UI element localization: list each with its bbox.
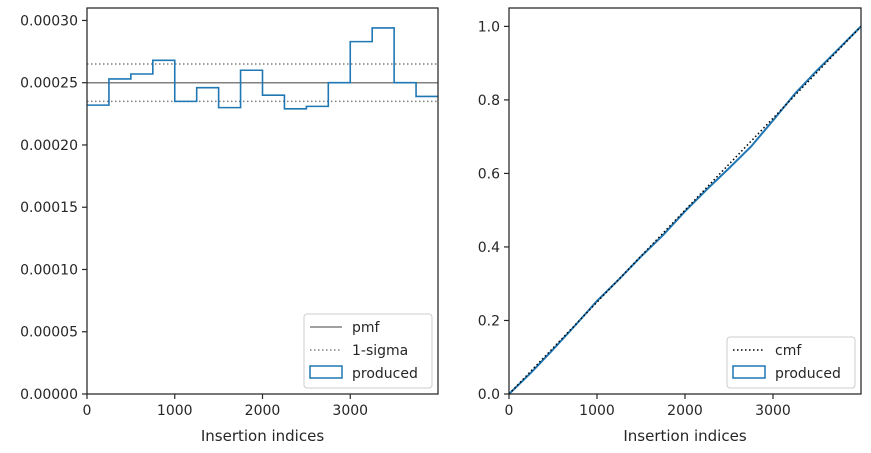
left-y-tick-label: 0.00020 xyxy=(20,138,78,154)
left-y-tick-label: 0.00025 xyxy=(20,76,78,92)
left-y-tick-label: 0.00000 xyxy=(20,387,78,403)
left-y-tick-label: 0.00010 xyxy=(20,262,78,278)
left-x-tick-label: 0 xyxy=(83,403,92,419)
left-legend: pmf 1-sigma produced xyxy=(303,313,433,389)
right-y-tick-label: 0.8 xyxy=(478,93,500,109)
legend-produced-label: produced xyxy=(352,366,418,382)
right-y-tick-label: 0.0 xyxy=(478,387,500,403)
right-x-tick-label: 1000 xyxy=(579,403,615,419)
right-x-tick-label: 2000 xyxy=(667,403,703,419)
right-x-tick-label: 3000 xyxy=(755,403,791,419)
right-axis-ticks: 0 1000 2000 3000 0.0 0.2 0.4 0.6 0.8 1.0 xyxy=(478,19,791,419)
left-y-tick-label: 0.00015 xyxy=(20,200,78,216)
left-x-axis-label: Insertion indices xyxy=(201,427,324,445)
right-y-tick-label: 0.4 xyxy=(478,240,500,256)
right-x-tick-label: 0 xyxy=(505,403,514,419)
right-plot-data xyxy=(508,25,862,395)
produced-histogram xyxy=(87,27,438,110)
left-x-tick-label: 2000 xyxy=(245,403,281,419)
legend-produced-label-right: produced xyxy=(775,366,841,382)
right-legend-box xyxy=(726,336,856,389)
right-axes-frame xyxy=(508,7,862,395)
legend-produced-swatch-right xyxy=(732,365,766,379)
legend-produced-swatch xyxy=(309,365,343,379)
left-legend-box xyxy=(303,313,433,389)
left-y-tick-label: 0.00005 xyxy=(20,325,78,341)
legend-cmf-label: cmf xyxy=(775,343,802,359)
right-y-tick-label: 1.0 xyxy=(478,19,500,35)
pmf-histogram-panel: 0 1000 2000 3000 0.00000 0.00005 0.00010 0.0001… xyxy=(20,7,439,445)
right-x-axis-label: Insertion indices xyxy=(623,427,746,445)
left-axes-frame xyxy=(86,7,439,395)
left-y-tick-label: 0.00030 xyxy=(20,13,78,29)
cmf-panel: 0 1000 2000 3000 0.0 0.2 0.4 0.6 0.8 1.0 Insertio… xyxy=(478,7,862,445)
left-x-tick-label: 1000 xyxy=(157,403,193,419)
legend-pmf-label: pmf xyxy=(352,320,381,336)
left-plot-data xyxy=(87,27,438,110)
right-y-tick-label: 0.2 xyxy=(478,313,500,329)
left-x-tick-label: 3000 xyxy=(332,403,368,419)
right-y-tick-label: 0.6 xyxy=(478,166,500,182)
legend-sigma-label: 1-sigma xyxy=(352,343,408,359)
right-legend: cmf produced xyxy=(726,336,856,389)
left-axis-ticks: 0 1000 2000 3000 0.00000 0.00005 0.00010 0.0001… xyxy=(20,13,368,419)
cmf-line xyxy=(508,25,862,395)
